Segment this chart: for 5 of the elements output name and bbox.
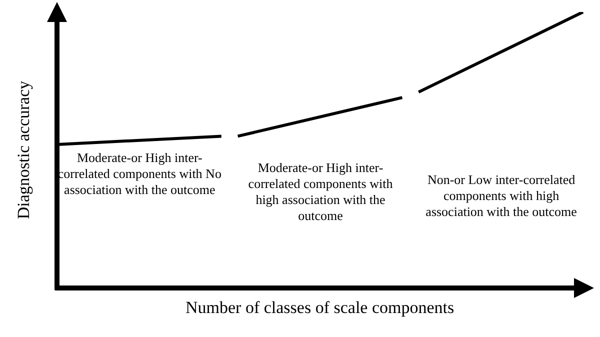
y-axis-title: Diagnostic accuracy bbox=[14, 80, 34, 220]
x-axis-title: Number of classes of scale components bbox=[186, 298, 454, 318]
annotation: Non-or Low inter-correlated components with high association with the outcome bbox=[424, 172, 578, 220]
annotation: Moderate-or High inter-correlated components with No association with the outcome bbox=[57, 150, 222, 198]
annotation: Moderate-or High inter-correlated components with high association with the outcome bbox=[247, 160, 394, 224]
